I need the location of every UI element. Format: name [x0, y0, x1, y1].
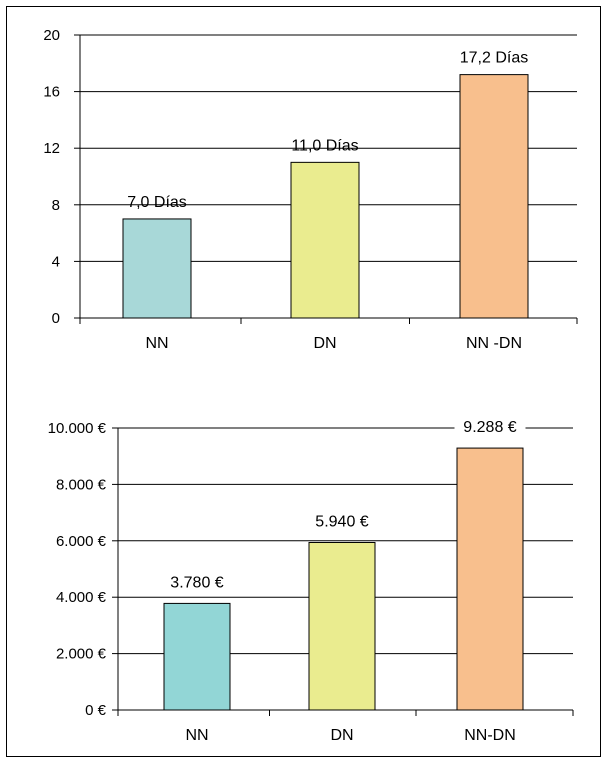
- y-tick-label: 0 €: [85, 702, 107, 719]
- data-label: 7,0 Días: [127, 194, 187, 211]
- bar: [290, 161, 360, 319]
- y-tick-label: 10.000 €: [48, 420, 107, 437]
- data-label: 5.940 €: [315, 513, 368, 530]
- bar: [308, 541, 376, 711]
- x-category-label: NN -DN: [466, 335, 522, 352]
- y-tick-label: 0: [52, 310, 60, 327]
- y-tick-label: 4.000 €: [56, 589, 107, 606]
- data-label: 11,0 Días: [291, 137, 358, 154]
- x-category-label: NN-DN: [464, 727, 516, 744]
- x-category-label: DN: [330, 727, 353, 744]
- y-tick-label: 8: [52, 197, 60, 214]
- x-category-label: DN: [313, 335, 336, 352]
- y-tick-label: 6.000 €: [56, 533, 107, 550]
- bar: [459, 74, 529, 319]
- x-category-label: NN: [185, 727, 208, 744]
- bar: [122, 218, 192, 319]
- y-tick-label: 2.000 €: [56, 646, 107, 663]
- data-label-bg: [161, 572, 233, 593]
- y-tick-label: 4: [52, 253, 60, 270]
- y-tick-label: 12: [43, 140, 60, 157]
- data-label: 17,2 Días: [460, 50, 528, 67]
- bar: [456, 447, 524, 711]
- data-label: 3.780 €: [170, 574, 223, 591]
- data-label-bg: [454, 417, 526, 438]
- y-tick-label: 16: [43, 84, 60, 101]
- y-tick-label: 8.000 €: [56, 476, 107, 493]
- data-label: 9.288 €: [463, 419, 516, 436]
- x-category-label: NN: [145, 335, 168, 352]
- y-tick-label: 20: [43, 27, 60, 44]
- bar: [163, 602, 231, 711]
